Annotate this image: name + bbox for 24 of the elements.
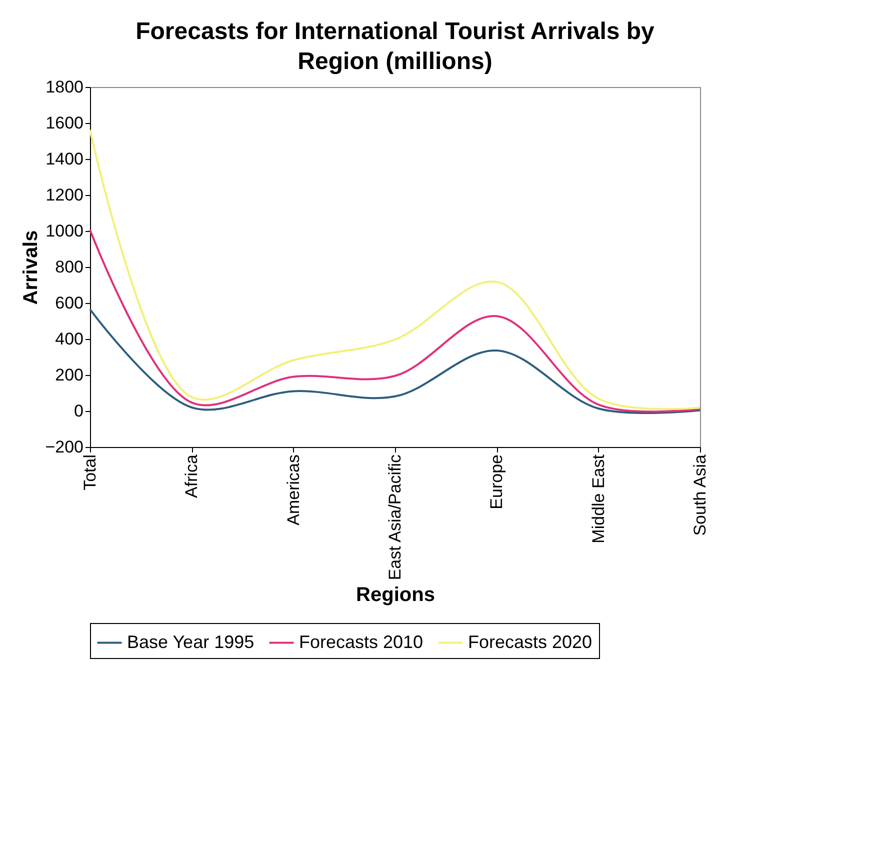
x-axis-title: Regions (356, 584, 435, 606)
x-tick-label: Americas (284, 454, 303, 526)
x-tick-label: Europe (487, 454, 506, 510)
y-tick-label: 800 (55, 258, 84, 276)
legend-label: Base Year 1995 (127, 632, 254, 652)
y-tick-label: 1800 (46, 78, 84, 96)
y-axis-title: Arrivals (20, 230, 42, 305)
chart-title: Forecasts for International Tourist Arrivals by Region (millions) (136, 18, 656, 75)
x-tick-label: South Asia (690, 454, 710, 536)
y-tick-label: 1000 (46, 222, 84, 240)
y-tick-label: 600 (55, 294, 84, 312)
x-tick-label: Africa (182, 454, 202, 498)
x-tick-label: Middle East (588, 454, 608, 544)
legend-label: Forecasts 2010 (299, 632, 424, 652)
y-tick-label: 400 (55, 330, 84, 348)
x-tick-label: East Asia/Pacific (386, 454, 404, 580)
y-tick-label: −200 (45, 438, 84, 456)
y-tick-label: 1600 (46, 114, 84, 132)
y-tick-label: 200 (55, 366, 84, 384)
legend-label: Forecasts 2020 (468, 632, 592, 652)
x-tick-label: Total (80, 454, 100, 490)
y-tick-label: 1400 (46, 150, 84, 168)
y-tick-label: 1200 (46, 186, 84, 204)
y-tick-label: 0 (74, 402, 84, 420)
